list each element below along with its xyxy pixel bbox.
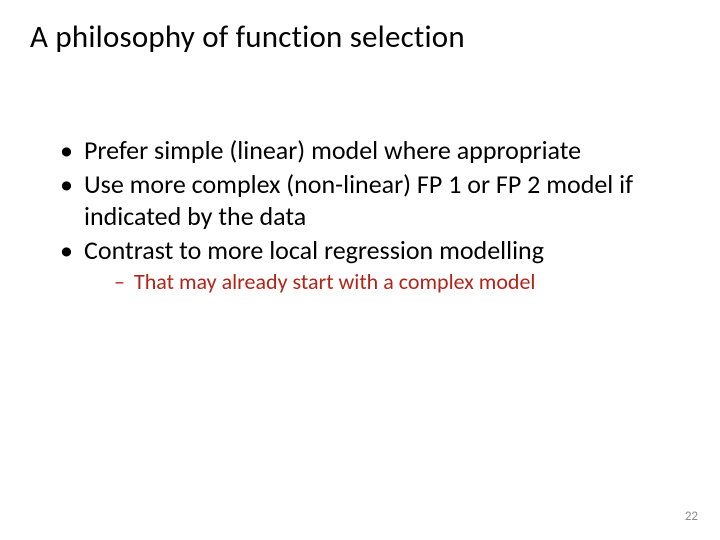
page-number: 22 — [685, 509, 698, 524]
sub-bullet-item: That may already start with a complex mo… — [114, 268, 680, 296]
bullet-text: Prefer simple (linear) model where appro… — [84, 134, 581, 166]
bullet-text: Use more complex (non-linear) FP 1 or FP… — [84, 168, 633, 232]
slide: A philosophy of function selection Prefe… — [0, 0, 720, 540]
bullet-item: Use more complex (non-linear) FP 1 or FP… — [60, 168, 680, 232]
bullet-item: Contrast to more local regression modell… — [60, 234, 680, 296]
slide-title: A philosophy of function selection — [30, 18, 690, 56]
sub-bullet-text: That may already start with a complex mo… — [134, 268, 535, 295]
bullet-item: Prefer simple (linear) model where appro… — [60, 134, 680, 166]
bullet-list: Prefer simple (linear) model where appro… — [60, 134, 680, 296]
sub-bullet-list: That may already start with a complex mo… — [84, 268, 680, 296]
slide-body: Prefer simple (linear) model where appro… — [30, 134, 690, 296]
bullet-text: Contrast to more local regression modell… — [84, 234, 544, 266]
